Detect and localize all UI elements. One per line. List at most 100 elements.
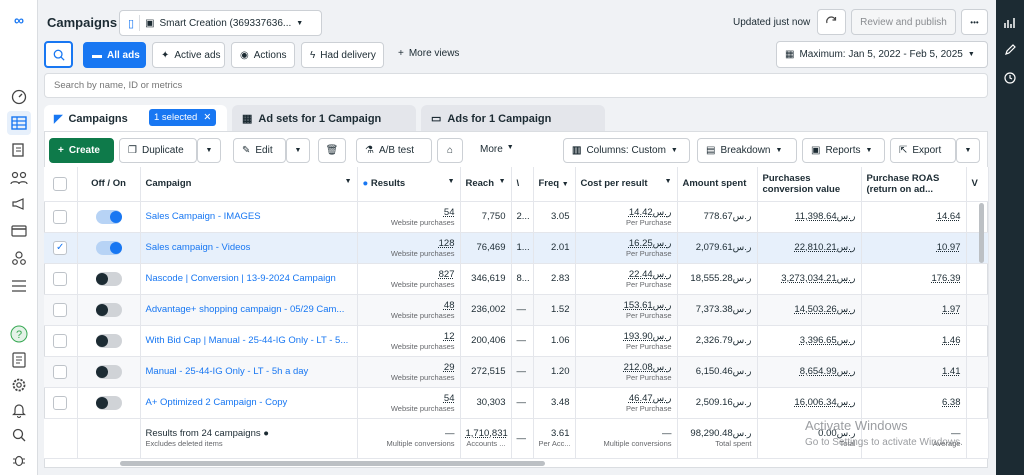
- bug-report-icon[interactable]: [9, 450, 29, 470]
- row-toggle-cell[interactable]: [77, 356, 141, 388]
- row-checkbox[interactable]: [53, 333, 68, 348]
- actions-filter[interactable]: ◉ Actions: [231, 42, 295, 68]
- roas-value[interactable]: 1.41: [942, 366, 961, 377]
- audience-icon[interactable]: [9, 168, 29, 188]
- reports-button[interactable]: ▣ Reports ▼: [802, 138, 885, 163]
- campaign-name-cell[interactable]: Manual - 25-44-IG Only - LT - 5h a day: [140, 356, 358, 388]
- table-row[interactable]: Sales Campaign - IMAGES 54 Website purchas…: [44, 201, 989, 233]
- row-select-cell[interactable]: ✓: [44, 232, 78, 264]
- all-ads-filter[interactable]: ▬ All ads: [83, 42, 146, 68]
- campaign-name-link[interactable]: With Bid Cap | Manual - 25-44-IG Only - …: [145, 335, 349, 346]
- row-checkbox[interactable]: [53, 209, 68, 224]
- edit-pencil-icon[interactable]: [1003, 43, 1017, 57]
- more-views-button[interactable]: + More views: [398, 48, 459, 59]
- create-button[interactable]: + Create: [49, 138, 114, 163]
- col-amount[interactable]: Amount spent: [677, 167, 758, 202]
- campaign-name-cell[interactable]: Nascode | Conversion | 13-9-2024 Campaig…: [140, 263, 358, 295]
- close-icon[interactable]: ✕: [203, 112, 212, 123]
- vertical-scrollbar[interactable]: [979, 203, 984, 263]
- delete-button[interactable]: 🗑: [318, 138, 346, 163]
- tab-campaigns[interactable]: ◤ Campaigns 1 selected ✕: [44, 105, 227, 132]
- campaign-name-link[interactable]: Sales campaign - Videos: [145, 242, 251, 253]
- col-purchases[interactable]: Purchases conversion value: [757, 167, 862, 202]
- account-selector[interactable]: ▯ ▣ Smart Creation (369337636... ▼: [119, 10, 322, 36]
- delivery-toggle[interactable]: [95, 302, 122, 317]
- roas-value[interactable]: 176.39: [931, 273, 961, 284]
- help-icon[interactable]: ?: [9, 324, 29, 344]
- menu-hamburger-icon[interactable]: [9, 276, 29, 296]
- row-checkbox[interactable]: [53, 364, 68, 379]
- megaphone-icon[interactable]: [9, 194, 29, 214]
- purchases-value[interactable]: 8,654.99ر.س: [799, 366, 856, 377]
- duplicate-button[interactable]: ❐ Duplicate: [119, 138, 197, 163]
- cpr-value[interactable]: 16.25ر.س: [628, 237, 672, 249]
- tab-ads[interactable]: ▭ Ads for 1 Campaign: [421, 105, 605, 132]
- business-settings-icon[interactable]: [9, 248, 29, 268]
- history-clock-icon[interactable]: [1003, 71, 1017, 85]
- pages-icon[interactable]: [9, 140, 29, 160]
- purchases-value[interactable]: 22,810.21ر.س: [794, 242, 856, 253]
- row-select-cell[interactable]: [44, 201, 78, 233]
- purchases-value[interactable]: 14,503.26ر.س: [794, 304, 856, 315]
- delivery-toggle[interactable]: [95, 333, 122, 348]
- purchases-value[interactable]: 3,273,034.21ر.س: [781, 273, 856, 284]
- delivery-toggle[interactable]: [95, 271, 122, 286]
- cpr-value[interactable]: 22.44ر.س: [628, 268, 672, 280]
- active-ads-filter[interactable]: ✦ Active ads: [152, 42, 225, 68]
- purchases-value[interactable]: 16,006.34ر.س: [794, 397, 856, 408]
- campaign-name-link[interactable]: A+ Optimized 2 Campaign - Copy: [145, 397, 288, 408]
- campaign-name-link[interactable]: Advantage+ shopping campaign - 05/29 Cam…: [145, 304, 345, 315]
- row-toggle-cell[interactable]: [77, 201, 141, 233]
- results-value[interactable]: 29: [443, 361, 455, 373]
- notifications-bell-icon[interactable]: [9, 400, 29, 420]
- roas-value[interactable]: 10.97: [936, 242, 961, 253]
- select-all-checkbox[interactable]: [53, 176, 68, 191]
- results-value[interactable]: 827: [438, 268, 455, 280]
- col-roas[interactable]: Purchase ROAS (return on ad...: [861, 167, 967, 202]
- date-range-picker[interactable]: ▦ Maximum: Jan 5, 2022 - Feb 5, 2025 ▼: [776, 41, 988, 68]
- campaign-name-cell[interactable]: Sales campaign - Videos: [140, 232, 358, 264]
- results-value[interactable]: 54: [443, 206, 455, 218]
- delivery-toggle[interactable]: [95, 240, 122, 255]
- row-checkbox[interactable]: [53, 395, 68, 410]
- roas-value[interactable]: 14.64: [936, 211, 961, 222]
- cpr-value[interactable]: 193.90ر.س: [623, 330, 672, 342]
- cpr-value[interactable]: 46.47ر.س: [628, 392, 672, 404]
- search-toggle-button[interactable]: [44, 41, 73, 68]
- duplicate-dropdown[interactable]: ▼: [197, 138, 221, 163]
- row-select-cell[interactable]: [44, 325, 78, 357]
- review-publish-button[interactable]: Review and publish: [851, 9, 956, 35]
- table-row[interactable]: Nascode | Conversion | 13-9-2024 Campaig…: [44, 263, 989, 295]
- horizontal-scrollbar[interactable]: [120, 461, 545, 466]
- chart-icon[interactable]: [1003, 16, 1017, 30]
- row-select-cell[interactable]: [44, 356, 78, 388]
- row-toggle-cell[interactable]: [77, 387, 141, 419]
- row-checkbox[interactable]: [53, 302, 68, 317]
- row-toggle-cell[interactable]: [77, 263, 141, 295]
- purchases-value[interactable]: 3,396.65ر.س: [799, 335, 856, 346]
- row-select-cell[interactable]: [44, 294, 78, 326]
- meta-logo-icon[interactable]: ∞: [14, 12, 24, 28]
- search-icon[interactable]: [9, 425, 29, 445]
- table-row[interactable]: Manual - 25-44-IG Only - LT - 5h a day 29…: [44, 356, 989, 388]
- settings-gear-icon[interactable]: [9, 375, 29, 395]
- row-checkbox[interactable]: ✓: [53, 240, 68, 255]
- dashboard-gauge-icon[interactable]: [9, 87, 29, 107]
- edit-button[interactable]: ✎ Edit: [233, 138, 286, 163]
- delivery-toggle[interactable]: [95, 395, 122, 410]
- col-cpr[interactable]: Cost per result ▼: [575, 167, 678, 202]
- col-v[interactable]: \: [511, 167, 534, 202]
- row-checkbox[interactable]: [53, 271, 68, 286]
- table-row[interactable]: Advantage+ shopping campaign - 05/29 Cam…: [44, 294, 989, 326]
- roas-value[interactable]: 1.46: [942, 335, 961, 346]
- roas-value[interactable]: 6.38: [942, 397, 961, 408]
- campaign-name-link[interactable]: Sales Campaign - IMAGES: [145, 211, 261, 222]
- tab-ad-sets[interactable]: ▦ Ad sets for 1 Campaign: [232, 105, 416, 132]
- cpr-value[interactable]: 153.61ر.س: [623, 299, 672, 311]
- col-freq[interactable]: Freq ▼: [533, 167, 576, 202]
- reports-icon[interactable]: [9, 350, 29, 370]
- delivery-toggle[interactable]: [95, 209, 122, 224]
- search-input[interactable]: [44, 73, 988, 98]
- purchases-value[interactable]: 11,398.64ر.س: [795, 211, 856, 222]
- campaign-name-link[interactable]: Nascode | Conversion | 13-9-2024 Campaig…: [145, 273, 336, 284]
